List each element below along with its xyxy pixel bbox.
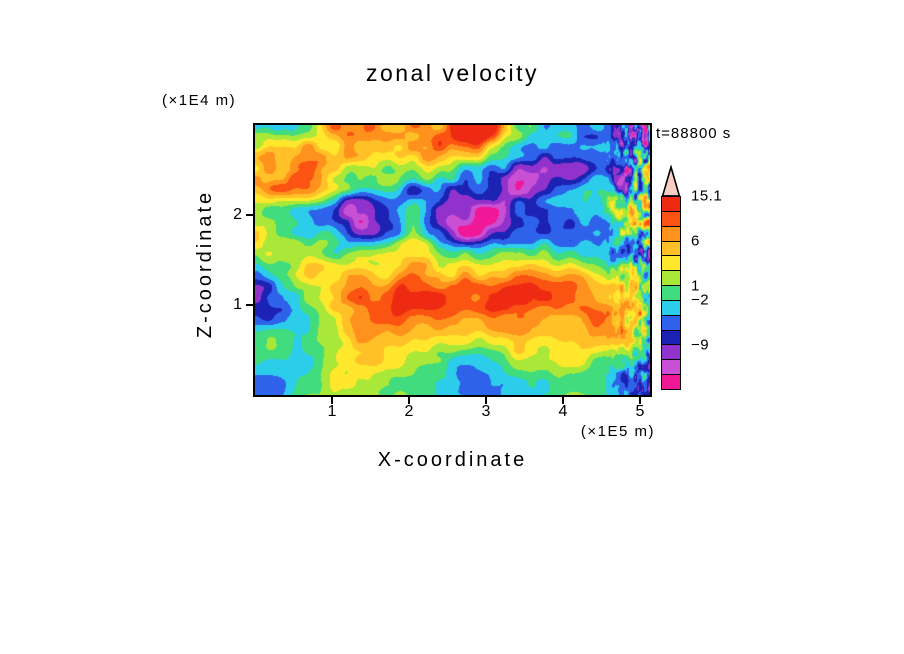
colorbar-segment (662, 197, 680, 211)
colorbar-segment (662, 225, 680, 241)
colorbar-segment (662, 299, 680, 315)
colorbar-tick-label: 1 (691, 277, 700, 295)
x-tick-mark (408, 397, 410, 404)
x-tick-mark (562, 397, 564, 404)
colorbar-segment (662, 270, 680, 286)
colorbar-segment (662, 285, 680, 300)
x-tick-label: 5 (635, 403, 645, 420)
x-tick-mark (485, 397, 487, 404)
colorbar-segment (662, 314, 680, 330)
time-label: t=88800 s (656, 125, 732, 142)
y-tick-label: 2 (233, 206, 242, 223)
colorbar-tick-label: 6 (691, 232, 700, 250)
y-tick-mark (246, 214, 253, 216)
colorbar-segment (662, 210, 680, 226)
x-tick-label: 4 (558, 403, 568, 420)
colorbar-arrow-shape (661, 165, 681, 197)
y-tick-mark (246, 304, 253, 306)
colorbar-segment (662, 374, 680, 389)
colorbar-segment (662, 359, 680, 375)
colorbar-segment (662, 329, 680, 345)
x-tick-label: 1 (327, 403, 337, 420)
colorbar-bar (661, 196, 681, 390)
colorbar-tick-label: 15.1 (691, 187, 723, 205)
x-axis-unit-label: (×1E5 m) (580, 423, 655, 440)
y-axis-label: Z-coordinate (194, 189, 216, 339)
y-axis-unit-label: (×1E4 m) (162, 92, 237, 109)
x-tick-label: 3 (481, 403, 491, 420)
x-tick-mark (331, 397, 333, 404)
colorbar-segment (662, 240, 680, 256)
colorbar-segment (662, 344, 680, 360)
x-axis-label: X-coordinate (377, 449, 528, 471)
plot-frame (253, 123, 652, 397)
x-tick-mark (639, 397, 641, 404)
colorbar-tick-label: −2 (691, 291, 710, 309)
y-tick-label: 1 (233, 296, 242, 313)
colorbar-tick-label: −9 (691, 336, 710, 354)
chart-title: zonal velocity (365, 60, 540, 86)
colorbar-arrow (661, 165, 681, 197)
velocity-field-canvas (255, 125, 650, 395)
colorbar-segment (662, 255, 680, 271)
x-tick-label: 2 (404, 403, 414, 420)
